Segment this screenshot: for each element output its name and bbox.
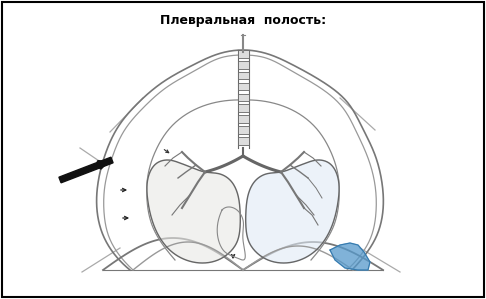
Text: Плевральная  полость:: Плевральная полость: — [160, 14, 326, 27]
Bar — [238, 104, 248, 112]
Bar — [238, 115, 248, 123]
Bar — [238, 50, 248, 58]
Polygon shape — [59, 157, 113, 183]
Polygon shape — [330, 243, 370, 270]
Polygon shape — [246, 160, 339, 263]
Bar — [238, 83, 248, 90]
Bar — [238, 137, 248, 145]
Polygon shape — [147, 160, 240, 263]
Bar — [238, 94, 248, 101]
Bar — [238, 126, 248, 134]
Bar — [238, 61, 248, 68]
Bar — [238, 72, 248, 80]
